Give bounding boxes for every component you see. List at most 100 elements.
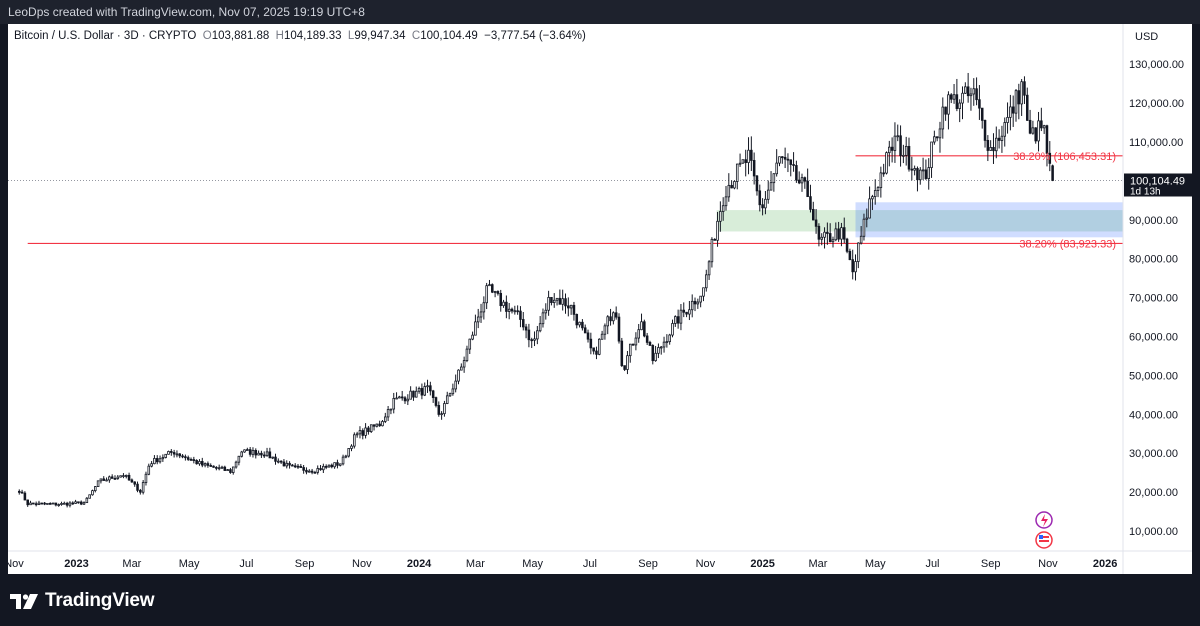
candle-body [367,427,370,433]
fib-label: 38.20% (106,453.31) [1013,151,1116,163]
candle [313,470,317,474]
candle-body [482,302,486,313]
candle [417,386,421,394]
candle [105,477,108,482]
candle-body [916,168,919,181]
candle-body [766,189,770,200]
candle-body [747,149,750,163]
candle [60,501,63,506]
candle [907,137,911,172]
candle-body [997,137,1001,141]
candle [116,474,120,480]
candle-body [721,205,725,212]
candle-body [316,468,319,473]
candle-body [454,380,457,390]
candle [640,313,643,331]
candle [316,465,319,475]
candle [1051,164,1054,182]
candle [192,456,196,464]
candle-body [29,502,32,506]
time-tick-label: Nov [352,558,372,570]
time-axis[interactable]: Nov 2023 Mar May Jul Sep Nov 2024 Mar May Jul Sep No… [8,550,1192,570]
candle-body [254,449,258,456]
symbol-legend: Bitcoin / U.S. Dollar · 3D · CRYPTO O103… [14,30,586,42]
candle [859,226,863,245]
candle-body [34,503,38,506]
time-tick-label: Jul [239,558,253,570]
candle-body [170,451,173,453]
candle [719,201,722,232]
low-value: 99,947.34 [354,30,406,42]
candle-body [94,486,97,492]
candle-body [474,321,477,336]
close-label: C [411,30,421,42]
chart-svg[interactable]: USD 10,000.00 20,000.00 30,000.00 40,000.00… [8,24,1192,574]
candle [122,473,125,479]
candle-body [308,470,311,473]
zone-box [855,202,1123,238]
candle-body [223,466,227,471]
candle [246,447,249,451]
candle [277,458,280,464]
candle-body [155,458,159,463]
candle [654,345,657,362]
candle-body [150,463,153,467]
candle [209,463,213,467]
candle [662,336,666,353]
candle-body [904,145,908,156]
symbol-name[interactable]: Bitcoin / U.S. Dollar · 3D · CRYPTO [14,30,197,42]
time-tick-label: Mar [122,558,141,570]
candle [783,147,787,169]
candle-body [978,99,981,109]
candle [764,190,767,215]
candle [975,77,978,106]
candle-body [713,238,717,241]
candle-body [164,453,167,458]
candle-body [167,451,170,455]
candle [944,106,947,121]
candle-body [521,319,525,328]
candle-body [775,162,778,175]
candle-body [144,473,148,483]
price-axis[interactable]: USD 10,000.00 20,000.00 30,000.00 40,000.00… [1122,24,1192,574]
candle-body [440,413,443,416]
candle [986,135,990,162]
candle [724,185,728,211]
candle-body [358,430,362,435]
candle-body [330,464,334,468]
candle-body [60,503,63,505]
candle-body [310,470,314,473]
candle-body [350,445,353,449]
candle-body [130,479,134,483]
candle [124,474,128,479]
candle [485,282,488,310]
candle [502,299,505,308]
candle-body [23,492,27,501]
tradingview-logo[interactable]: TradingView [10,590,155,612]
candle-body [488,284,491,287]
candle-body [451,388,455,395]
candle-body [341,456,345,465]
candle [521,312,525,331]
candle [48,502,52,505]
candle-body [786,158,790,161]
candle-body [800,177,804,184]
candle-body [640,321,643,331]
candle-body [26,499,29,506]
candle-body [902,154,905,157]
candle [358,426,362,439]
candle [141,480,145,495]
candle [1037,111,1040,152]
event-icons [1035,511,1053,549]
candle-body [547,296,550,311]
candle-body [63,502,66,505]
candle [682,302,686,318]
candle [285,460,289,469]
candle [505,295,508,319]
chart-panel[interactable]: Bitcoin / U.S. Dollar · 3D · CRYPTO O103… [8,24,1192,574]
candle [350,444,353,452]
candle [493,290,497,298]
candle-body [744,159,747,163]
time-tick-label: Nov [696,558,716,570]
candle-body [840,227,843,240]
